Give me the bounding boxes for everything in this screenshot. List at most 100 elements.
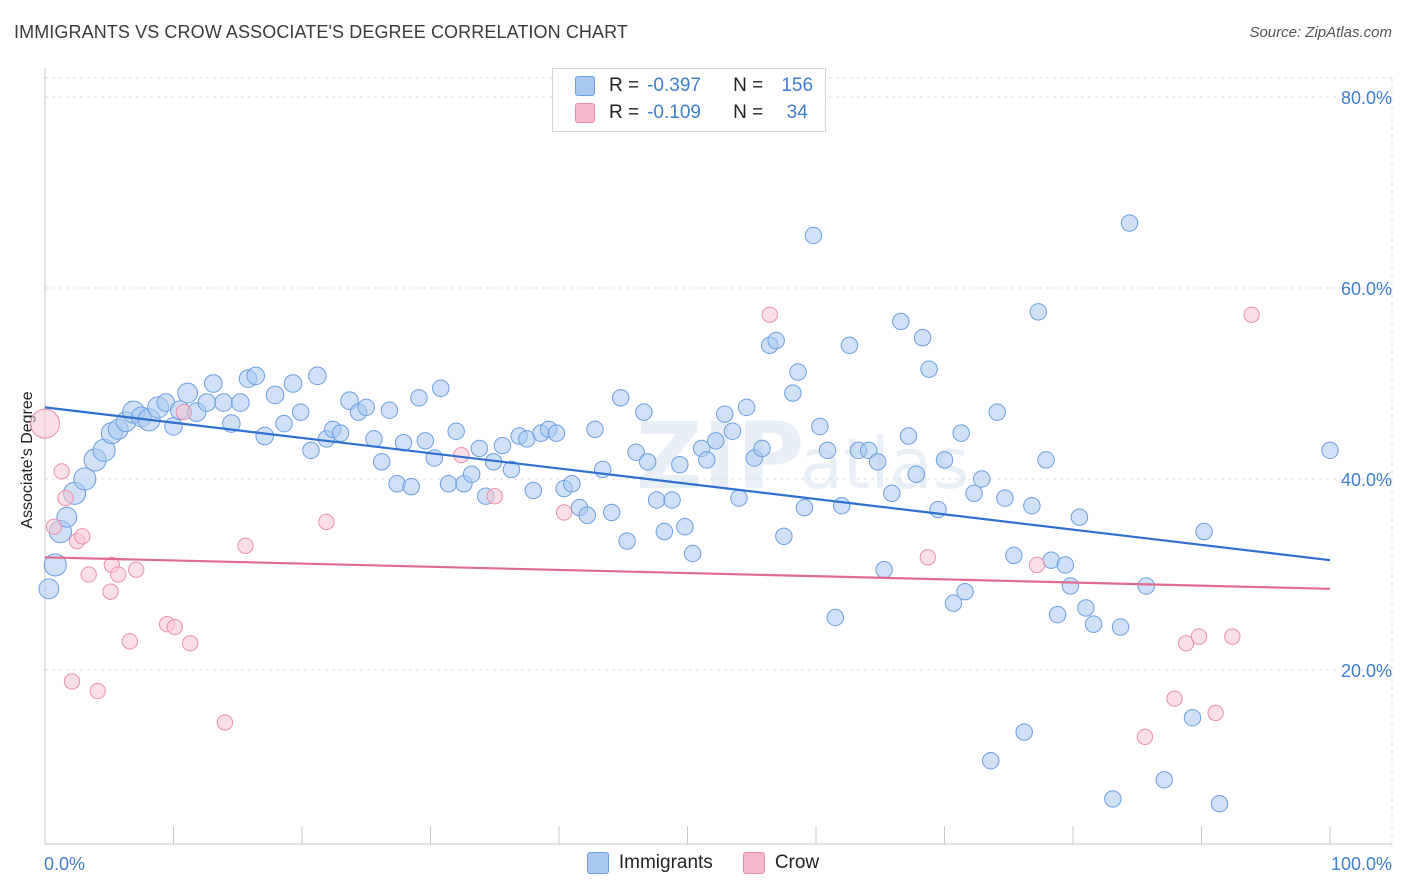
immigrants-point: [996, 489, 1014, 507]
crow-point: [110, 566, 127, 583]
immigrants-point: [1037, 451, 1055, 469]
immigrants-point: [1048, 605, 1067, 624]
crow-point: [919, 549, 936, 566]
immigrants-point: [611, 389, 630, 407]
crow-point: [63, 673, 81, 690]
immigrants-point: [789, 363, 807, 381]
immigrants-point: [524, 481, 543, 500]
immigrants-point: [956, 582, 974, 601]
r-value: -0.397: [647, 75, 701, 96]
immigrants-point: [1120, 214, 1139, 232]
immigrants-point: [602, 503, 621, 522]
r-value: -0.109: [647, 102, 701, 123]
crow-swatch: [575, 103, 595, 123]
immigrants-point: [868, 453, 887, 471]
immigrants-point: [563, 475, 581, 493]
crow-point: [30, 408, 60, 439]
immigrants-swatch: [586, 852, 609, 874]
legend-row-immigrants: R = -0.397 N = 156: [553, 73, 819, 99]
immigrants-point: [1104, 790, 1122, 808]
series-legend: Immigrants Crow: [0, 852, 1406, 874]
immigrants-point: [1029, 303, 1048, 321]
crow-point: [216, 714, 234, 731]
immigrants-point: [671, 455, 689, 474]
immigrants-point: [265, 385, 285, 405]
immigrants-point: [965, 484, 983, 503]
crow-point: [1177, 635, 1195, 652]
r-label: R =: [609, 75, 640, 96]
immigrants-point: [899, 427, 918, 445]
immigrants-point: [308, 366, 327, 386]
immigrants-point: [1137, 577, 1155, 595]
immigrants-point: [502, 460, 521, 479]
immigrants-point: [952, 424, 970, 442]
immigrants-point: [388, 475, 406, 493]
crow-point: [128, 561, 145, 578]
immigrants-point: [365, 430, 383, 448]
immigrants-point: [635, 403, 653, 421]
immigrants-point: [920, 360, 938, 378]
legend-label: Immigrants: [618, 852, 713, 873]
immigrants-point: [283, 374, 303, 393]
immigrants-point: [432, 379, 450, 398]
immigrants-point: [43, 553, 67, 577]
immigrants-point: [944, 594, 963, 612]
y-tick-label: 40.0%: [1341, 470, 1392, 490]
tick-labels: 20.0% 40.0% 60.0% 80.0% 0.0% 100.0%: [44, 88, 1392, 874]
immigrants-point: [1155, 771, 1173, 789]
immigrants-point: [231, 393, 250, 412]
immigrants-point: [246, 366, 266, 386]
r-label: R =: [609, 102, 640, 123]
immigrants-point: [883, 484, 901, 503]
immigrants-points: [38, 214, 1339, 813]
immigrants-point: [1070, 508, 1089, 526]
immigrants-point: [1210, 794, 1229, 813]
immigrants-point: [73, 467, 97, 491]
crow-point: [1243, 306, 1260, 323]
immigrants-point: [1005, 546, 1023, 565]
crow-point: [1224, 628, 1241, 645]
immigrants-trend-line: [44, 406, 1331, 562]
crow-point: [318, 513, 335, 531]
immigrants-point: [197, 393, 217, 412]
n-label: N =: [733, 75, 764, 96]
immigrants-point: [907, 465, 925, 483]
immigrants-point: [982, 751, 1000, 770]
immigrants-point: [859, 441, 878, 460]
immigrants-swatch: [575, 76, 595, 96]
source-label: Source: ZipAtlas.com: [1249, 24, 1392, 41]
immigrants-point: [38, 578, 60, 600]
immigrants-point: [775, 527, 793, 546]
immigrants-point: [1111, 618, 1130, 636]
immigrants-point: [447, 422, 465, 440]
crow-point: [453, 446, 470, 464]
immigrants-point: [275, 414, 293, 433]
immigrants-point: [840, 336, 859, 355]
immigrants-point: [811, 417, 829, 436]
immigrants-point: [655, 522, 674, 541]
x-tick-label: 100.0%: [1331, 854, 1392, 874]
immigrants-point: [767, 331, 785, 350]
immigrants-point: [647, 491, 666, 509]
immigrants-point: [439, 475, 458, 493]
legend-item-crow[interactable]: Crow: [742, 852, 819, 874]
immigrants-point: [410, 389, 428, 407]
crow-trend-line: [44, 556, 1331, 590]
immigrants-point: [826, 608, 845, 627]
chart-title: IMMIGRANTS VS CROW ASSOCIATE'S DEGREE CO…: [14, 22, 629, 42]
immigrants-point: [1061, 577, 1080, 595]
immigrants-point: [698, 451, 716, 469]
crow-points: [30, 306, 1260, 746]
y-tick-label: 80.0%: [1341, 88, 1392, 108]
crow-point: [175, 403, 192, 421]
immigrants-point: [707, 432, 725, 450]
immigrants-point: [462, 465, 481, 483]
crow-point: [237, 537, 254, 555]
immigrants-point: [935, 451, 954, 469]
immigrants-point: [357, 398, 375, 417]
crow-point: [102, 583, 119, 600]
immigrants-point: [291, 403, 310, 421]
legend-item-immigrants[interactable]: Immigrants: [586, 852, 713, 874]
